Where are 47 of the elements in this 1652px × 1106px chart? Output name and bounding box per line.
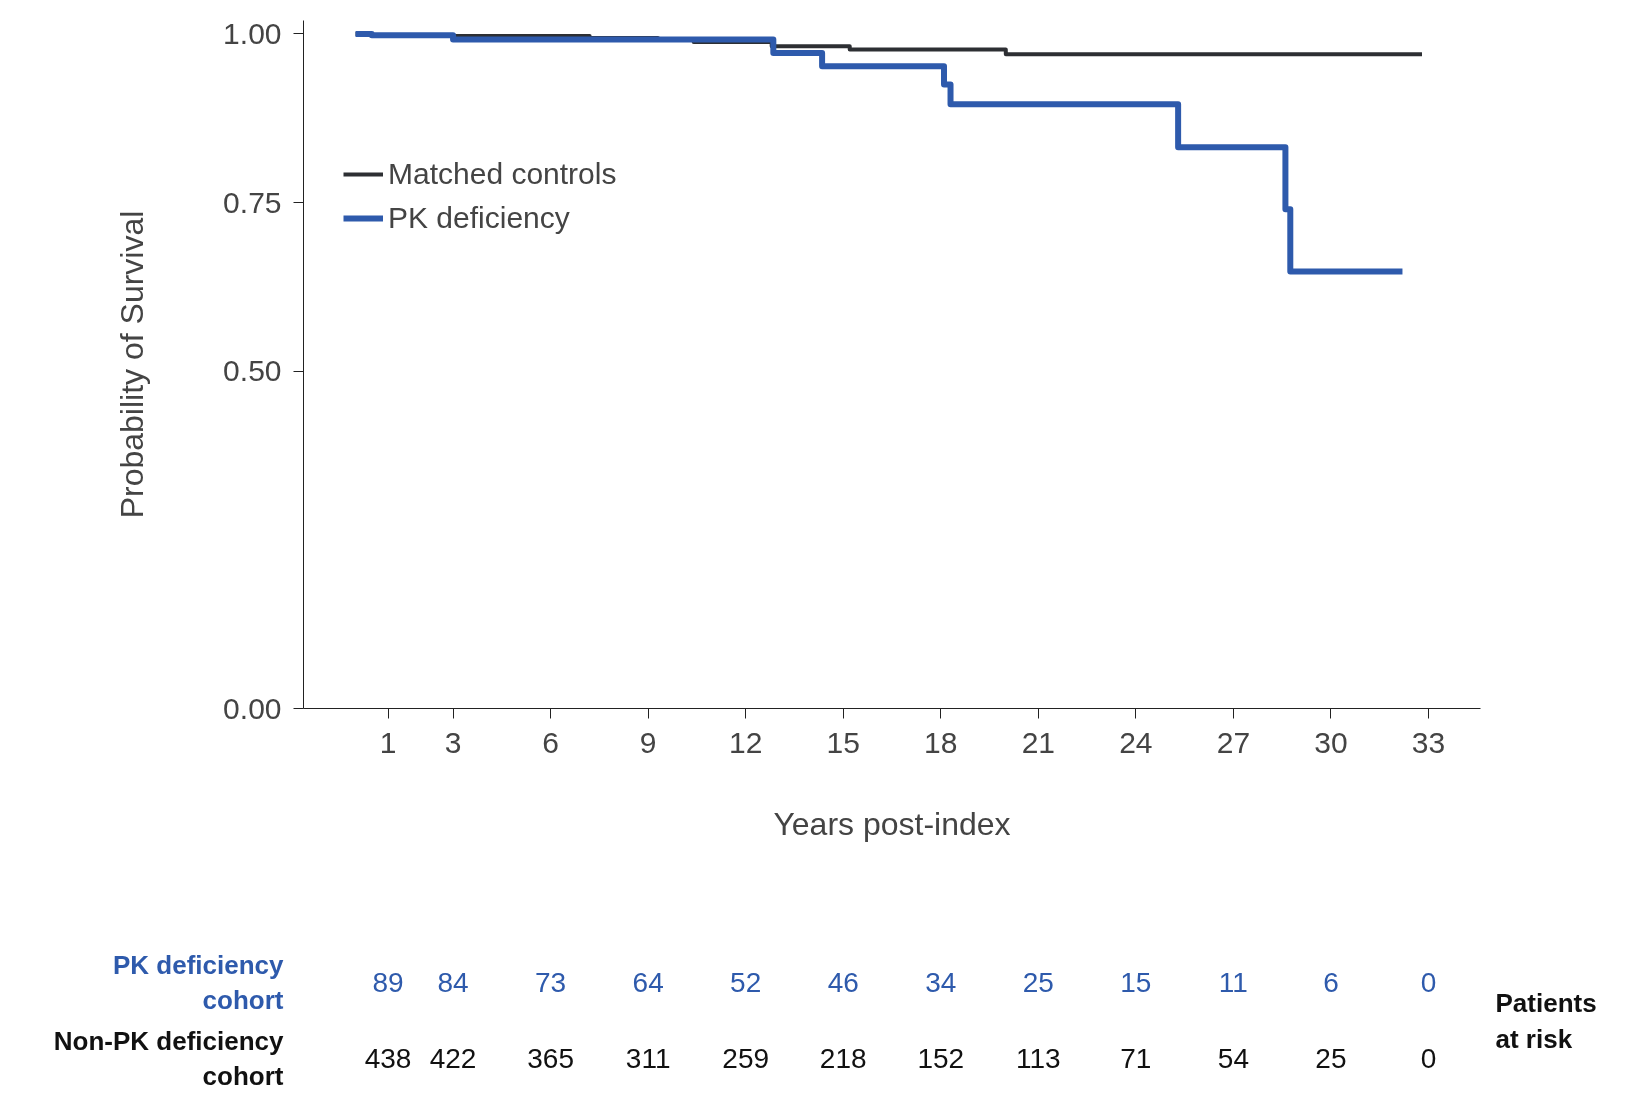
text: 25 — [1315, 1043, 1347, 1074]
text: Non-PK deficiency cohort — [53, 1026, 285, 1091]
legend-label: Matched controls — [388, 157, 617, 191]
text: 15 — [1120, 967, 1152, 998]
y-tick-label: 0.00 — [223, 691, 282, 725]
y-axis-title: Probability of Survival — [114, 210, 151, 519]
x-tick-label: 30 — [1314, 725, 1348, 759]
text: 259 — [722, 1043, 770, 1074]
text: 89 — [372, 967, 404, 998]
y-tick-label: 0.75 — [223, 185, 282, 219]
text: 54 — [1217, 1043, 1249, 1074]
x-tick-label: 18 — [924, 725, 958, 759]
text: 311 — [625, 1043, 671, 1074]
x-tick-label: 9 — [639, 725, 657, 759]
text: 365 — [527, 1043, 574, 1074]
text: 25 — [1022, 967, 1054, 998]
x-axis-title: Years post-index — [773, 805, 1011, 842]
text: 73 — [535, 967, 567, 998]
text: 422 — [429, 1043, 477, 1074]
x-tick-label: 3 — [444, 725, 462, 759]
text: 71 — [1120, 1043, 1152, 1074]
text: Patients at risk — [1495, 987, 1597, 1054]
text: 218 — [819, 1043, 867, 1074]
x-tick-label: 1 — [379, 725, 397, 759]
text: 52 — [730, 967, 762, 998]
x-tick-label: 12 — [729, 725, 763, 759]
text: 34 — [925, 967, 957, 998]
x-tick-label: 6 — [542, 725, 559, 759]
text: 0 — [1420, 967, 1437, 998]
y-tick-label: 1.00 — [223, 16, 282, 50]
legend-label: PK deficiency — [388, 201, 570, 235]
text: 11 — [1218, 967, 1248, 998]
text: 438 — [364, 1043, 412, 1074]
text: 46 — [827, 967, 859, 998]
x-tick-label: 15 — [826, 725, 860, 759]
text: 6 — [1323, 967, 1339, 998]
text: 64 — [632, 967, 664, 998]
x-tick-label: 24 — [1119, 725, 1153, 759]
x-tick-label: 27 — [1216, 725, 1251, 759]
text: 152 — [917, 1043, 965, 1074]
y-tick-label: 0.50 — [223, 354, 282, 388]
text: 84 — [437, 967, 469, 998]
x-tick-label: 21 — [1021, 725, 1055, 759]
text: 0 — [1420, 1043, 1437, 1074]
text: PK deficiency cohort — [112, 950, 285, 1015]
x-tick-label: 33 — [1411, 725, 1446, 759]
text: 113 — [1015, 1043, 1061, 1074]
